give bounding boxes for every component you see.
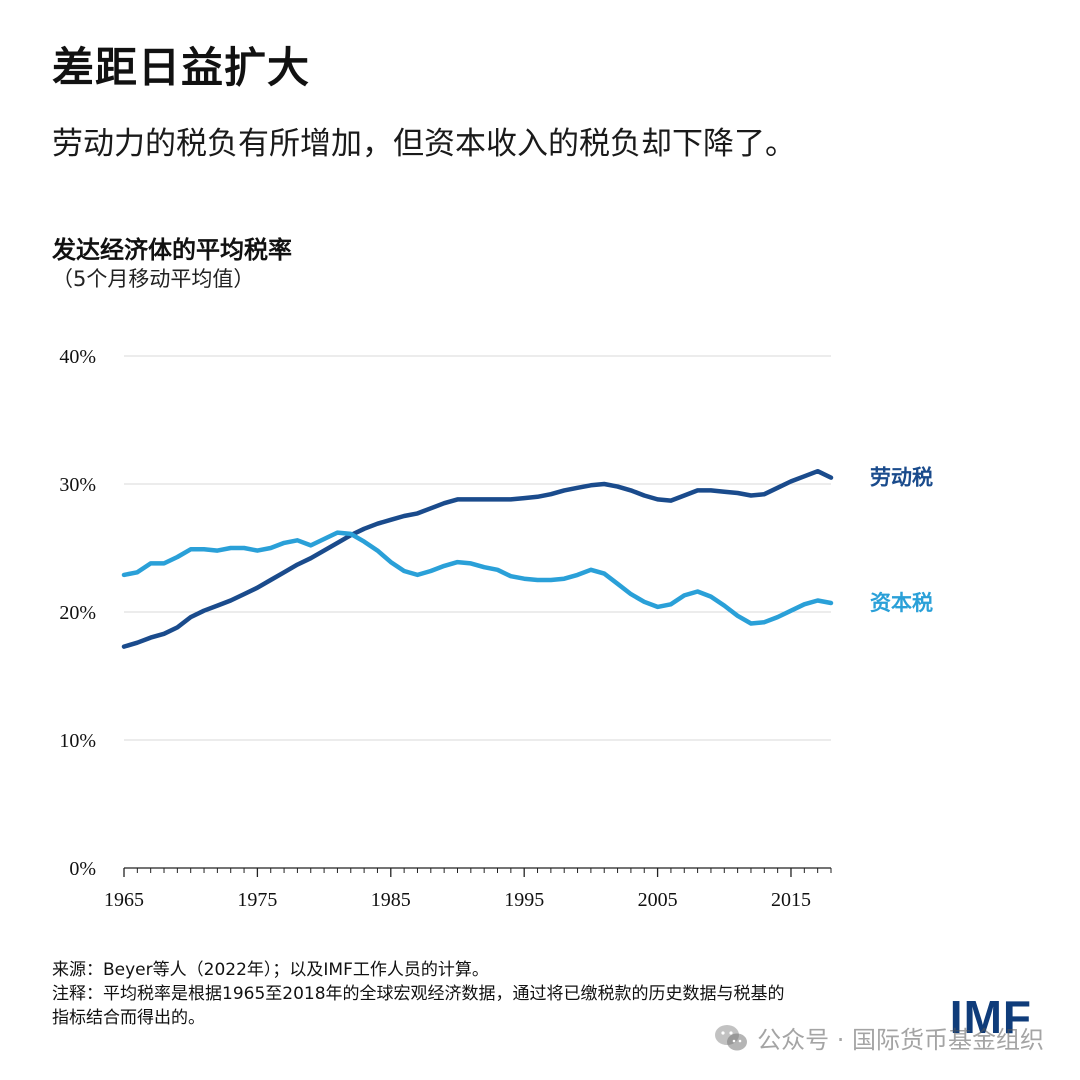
series-line-capital-tax (121, 530, 834, 626)
footnotes: 来源：Beyer等人（2022年）；以及IMF工作人员的计算。 注释：平均税率是… (52, 958, 922, 1030)
y-tick-label: 20% (59, 602, 96, 624)
x-tick-label: 1975 (237, 889, 277, 911)
headline: 差距日益扩大 (52, 43, 311, 92)
method-note-line-1: 注释：平均税率是根据1965至2018年的全球宏观经济数据，通过将已缴税款的历史… (52, 984, 785, 1004)
grid-lines: 0% 10% 20% 30% 40% (59, 346, 831, 880)
source-note: 来源：Beyer等人（2022年）；以及IMF工作人员的计算。 (52, 960, 489, 980)
line-chart: 0%10%20%30%40% 1965 1975 1985 1995 2005 2015 … (59, 346, 933, 911)
y-tick-label: 10% (59, 730, 96, 752)
x-tick-label: 2015 (771, 889, 811, 911)
wechat-icon (715, 1024, 748, 1050)
x-axis: 1965 1975 1985 1995 2005 2015 (104, 867, 832, 911)
x-tick-label: 1965 (104, 889, 144, 911)
x-tick-label: 2005 (638, 889, 678, 911)
series-line-labor-tax (121, 468, 834, 649)
watermark: 公众号 · 国际货币基金组织 (713, 1020, 1044, 1055)
series-lines (121, 468, 834, 649)
series-label-labor-tax: 劳动税 (870, 466, 933, 490)
method-note-line-2: 指标结合而得出的。 (52, 1008, 205, 1028)
chart-title: 发达经济体的平均税率 (52, 236, 292, 264)
series-label-capital-tax: 资本税 (870, 591, 933, 615)
chart-subtitle: （5个月移动平均值） (52, 267, 255, 291)
y-tick-label: 0% (69, 858, 96, 880)
y-tick-label: 30% (59, 474, 96, 496)
x-tick-label: 1985 (371, 889, 411, 911)
subheadline: 劳动力的税负有所增加，但资本收入的税负却下降了。 (52, 126, 796, 162)
watermark-text: 公众号 · 国际货币基金组织 (757, 1026, 1044, 1054)
y-tick-label: 40% (59, 346, 96, 368)
imf-logo: IMF (949, 991, 1032, 1043)
x-tick-label: 1995 (504, 889, 544, 911)
